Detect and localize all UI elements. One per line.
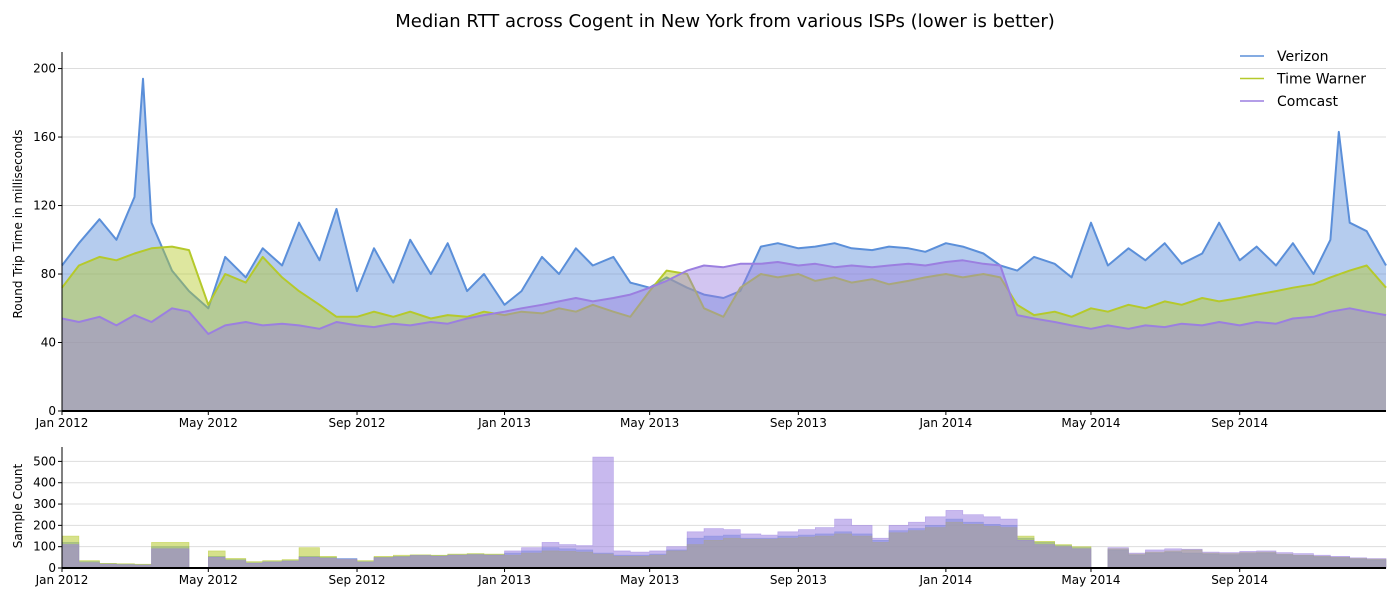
rtt-x-tick-label: Jan 2012	[35, 416, 89, 430]
sample-y-tick-label: 0	[48, 561, 56, 575]
sample-x-tick-label: May 2012	[179, 573, 238, 587]
rtt-x-tick-label: May 2013	[620, 416, 679, 430]
legend: Verizon Time Warner Comcast	[1240, 49, 1366, 110]
legend-label-comcast: Comcast	[1277, 94, 1339, 110]
rtt-y-tick-label: 120	[33, 199, 56, 213]
chart-title: Median RTT across Cogent in New York fro…	[395, 11, 1055, 32]
rtt-y-axis-label: Round Trip Time in milliseconds	[11, 129, 25, 318]
rtt-tick-labels: 0 40 80 120 160 200 Jan 2012 May 2012 Sep 2012 Ja…	[33, 62, 1268, 430]
sample-y-tick-label: 500	[33, 454, 56, 468]
sample-y-tick-label: 300	[33, 497, 56, 511]
sample-x-tick-label: Jan 2014	[918, 573, 972, 587]
rtt-x-tick-label: May 2012	[179, 416, 238, 430]
rtt-x-tick-label: May 2014	[1061, 416, 1120, 430]
sample-x-tick-label: May 2013	[620, 573, 679, 587]
sample-x-tick-label: May 2014	[1061, 573, 1120, 587]
sample-bars-comcast	[61, 456, 1387, 569]
rtt-axes	[58, 52, 1386, 415]
sample-x-tick-label: Sep 2012	[329, 573, 386, 587]
legend-label-verizon: Verizon	[1277, 49, 1329, 65]
rtt-x-tick-label: Jan 2014	[918, 416, 972, 430]
rtt-line-time-warner	[61, 245, 1387, 320]
rtt-panel: 0 40 80 120 160 200 Jan 2012 May 2012 Sep 2012 Ja…	[11, 52, 1387, 430]
rtt-x-tick-label: Sep 2014	[1211, 416, 1268, 430]
rtt-series-group	[61, 77, 1387, 412]
sample-x-tick-label: Jan 2012	[35, 573, 89, 587]
rtt-x-tick-label: Sep 2013	[770, 416, 827, 430]
sample-x-tick-label: Sep 2013	[770, 573, 827, 587]
sample-x-tick-label: Jan 2013	[477, 573, 531, 587]
rtt-area-verizon	[62, 78, 1386, 412]
rtt-area-time-warner	[62, 246, 1386, 411]
rtt-y-tick-label: 40	[41, 336, 56, 350]
sample-series-group	[61, 456, 1387, 569]
rtt-y-tick-label: 200	[33, 62, 56, 76]
sample-tick-labels: 0 100 200 300 400 500 Jan 2012 May 2012 Sep 2012…	[33, 454, 1268, 587]
rtt-gridlines	[62, 68, 1386, 344]
rtt-y-tick-label: 160	[33, 130, 56, 144]
sample-y-tick-label: 200	[33, 518, 56, 532]
sample-x-tick-label: Sep 2014	[1211, 573, 1268, 587]
rtt-x-tick-label: Jan 2013	[477, 416, 531, 430]
rtt-area-comcast	[62, 260, 1386, 411]
rtt-x-tick-label: Sep 2012	[329, 416, 386, 430]
rtt-line-comcast	[61, 259, 1387, 335]
sample-count-panel: 0 100 200 300 400 500 Jan 2012 May 2012 Sep 2012…	[11, 447, 1387, 587]
sample-axes	[58, 447, 1386, 572]
sample-gridlines	[62, 460, 1386, 548]
rtt-y-tick-label: 0	[48, 404, 56, 418]
rtt-line-verizon	[61, 77, 1387, 310]
sample-y-tick-label: 400	[33, 476, 56, 490]
rtt-y-tick-label: 80	[41, 267, 56, 281]
legend-label-time-warner: Time Warner	[1276, 72, 1366, 88]
sample-y-axis-label: Sample Count	[11, 463, 25, 548]
sample-y-tick-label: 100	[33, 540, 56, 554]
